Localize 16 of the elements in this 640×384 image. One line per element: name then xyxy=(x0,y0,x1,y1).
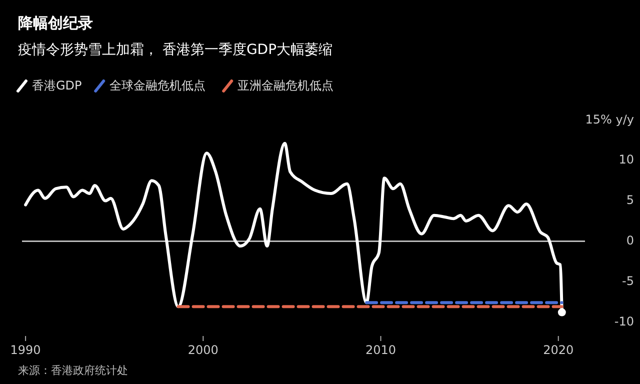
legend-label: 全球金融危机低点 xyxy=(110,78,206,92)
y-tick-label: 0 xyxy=(626,233,634,248)
x-tick-label: 2010 xyxy=(365,343,396,357)
legend-label: 亚洲金融危机低点 xyxy=(238,78,334,92)
y-tick-label: 5 xyxy=(626,193,634,208)
source-note: 来源：香港政府统计处 xyxy=(18,364,128,377)
x-tick-label: 2020 xyxy=(543,343,574,357)
x-tick-label: 1990 xyxy=(10,343,41,357)
y-tick-label: 15% y/y xyxy=(585,112,634,126)
y-tick-label: -10 xyxy=(614,314,634,328)
legend-label: 香港GDP xyxy=(32,78,82,92)
y-tick-label: -5 xyxy=(622,274,634,288)
y-tick-label: 10 xyxy=(618,152,634,167)
x-tick-label: 2000 xyxy=(188,343,218,357)
chart-title: 降幅创纪录 xyxy=(18,14,93,32)
chart-subtitle: 疫情令形势雪上加霜， 香港第一季度GDP大幅萎缩 xyxy=(18,42,333,58)
